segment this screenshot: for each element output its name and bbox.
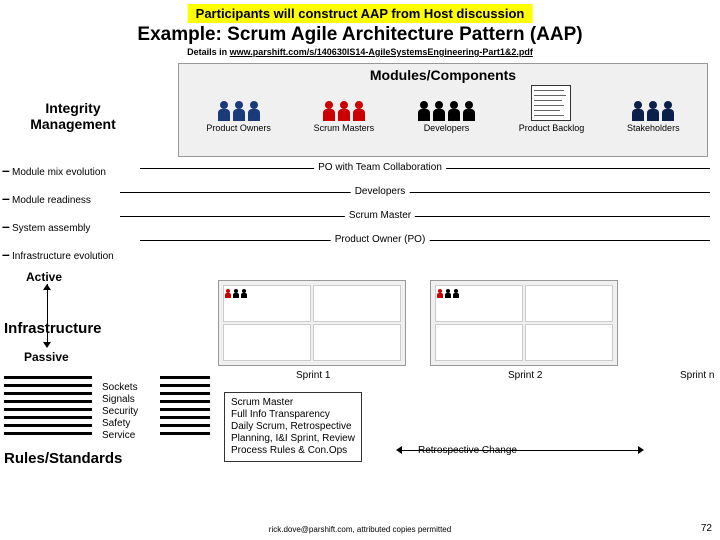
role-label: Developers: [417, 123, 476, 133]
person-icon: [232, 101, 246, 121]
role-developers: Developers: [417, 101, 476, 133]
subtitle-link[interactable]: www.parshift.com/s/140630IS14-AgileSyste…: [230, 47, 533, 57]
modules-title: Modules/Components: [179, 64, 707, 83]
person-icon: [417, 101, 431, 121]
integ-center-label: PO with Team Collaboration: [314, 162, 446, 173]
passive-label: Passive: [24, 350, 69, 364]
role-scrum-masters: Scrum Masters: [314, 101, 375, 133]
integ-center-label: Product Owner (PO): [331, 234, 430, 245]
arrow-up-icon: [43, 284, 51, 290]
person-icon: [661, 101, 675, 121]
footer: rick.dove@parshift.com, attributed copie…: [0, 525, 720, 534]
sprint-label: Sprint n: [680, 370, 714, 381]
integrity-title: Integrity Management: [8, 100, 138, 132]
person-icon: [462, 101, 476, 121]
role-stakeholders: Stakeholders: [627, 101, 680, 133]
person-icon: [337, 101, 351, 121]
modules-box: Modules/Components Product Owners Scrum …: [178, 63, 708, 157]
person-icon: [432, 101, 446, 121]
subtitle: Details in www.parshift.com/s/140630IS14…: [0, 47, 720, 57]
infrastructure-label: Infrastructure: [4, 320, 102, 337]
sprint-box-1: [218, 280, 406, 366]
person-icon: [631, 101, 645, 121]
integ-center-label: Developers: [351, 186, 410, 197]
sprint-cell: [525, 324, 613, 361]
banner: Participants will construct AAP from Hos…: [188, 4, 533, 23]
sprint-cell: [223, 324, 311, 361]
person-icon: [217, 101, 231, 121]
role-label: Scrum Masters: [314, 123, 375, 133]
arrow-down-icon: [43, 342, 51, 348]
sprint-cell: [525, 285, 613, 322]
scrum-text-box: Scrum Master Full Info Transparency Dail…: [224, 392, 362, 462]
sprint-label: Sprint 2: [508, 370, 542, 381]
sprint-box-2: [430, 280, 618, 366]
sprint-cell: [313, 324, 401, 361]
person-icon: [447, 101, 461, 121]
integ-item: –Module readiness: [2, 190, 114, 206]
person-icon: [352, 101, 366, 121]
person-icon: [247, 101, 261, 121]
arrow-left-icon: [396, 446, 402, 454]
integ-item: –Infrastructure evolution: [2, 246, 114, 262]
role-label: Stakeholders: [627, 123, 680, 133]
active-label: Active: [26, 270, 62, 284]
sprint-cell: [313, 285, 401, 322]
role-label: Product Backlog: [519, 123, 585, 133]
integrity-items: –Module mix evolution –Module readiness …: [2, 162, 114, 274]
integ-center-label: Scrum Master: [345, 210, 415, 221]
integ-item: –System assembly: [2, 218, 114, 234]
arrow-right-icon: [638, 446, 644, 454]
role-product-owners: Product Owners: [206, 101, 271, 133]
backlog-icon: [531, 85, 571, 121]
page-title: Example: Scrum Agile Architecture Patter…: [0, 24, 720, 46]
person-icon: [646, 101, 660, 121]
roles-row: Product Owners Scrum Masters Developers …: [179, 85, 707, 133]
page-number: 72: [701, 523, 712, 534]
sockets-list: Sockets Signals Security Safety Service: [102, 382, 138, 442]
stripes-icon: [4, 376, 92, 440]
role-backlog: Product Backlog: [519, 85, 585, 133]
stripes-icon: [160, 376, 210, 440]
sprint-label: Sprint 1: [296, 370, 330, 381]
subtitle-prefix: Details in: [187, 47, 230, 57]
sprint-cell: [223, 285, 311, 322]
sprint-cell: [435, 324, 523, 361]
role-label: Product Owners: [206, 123, 271, 133]
retro-label: Retrospective Change: [418, 445, 517, 456]
rules-label: Rules/Standards: [4, 450, 122, 467]
person-icon: [322, 101, 336, 121]
integ-line: [120, 192, 710, 193]
sprint-cell: [435, 285, 523, 322]
integ-item: –Module mix evolution: [2, 162, 114, 178]
